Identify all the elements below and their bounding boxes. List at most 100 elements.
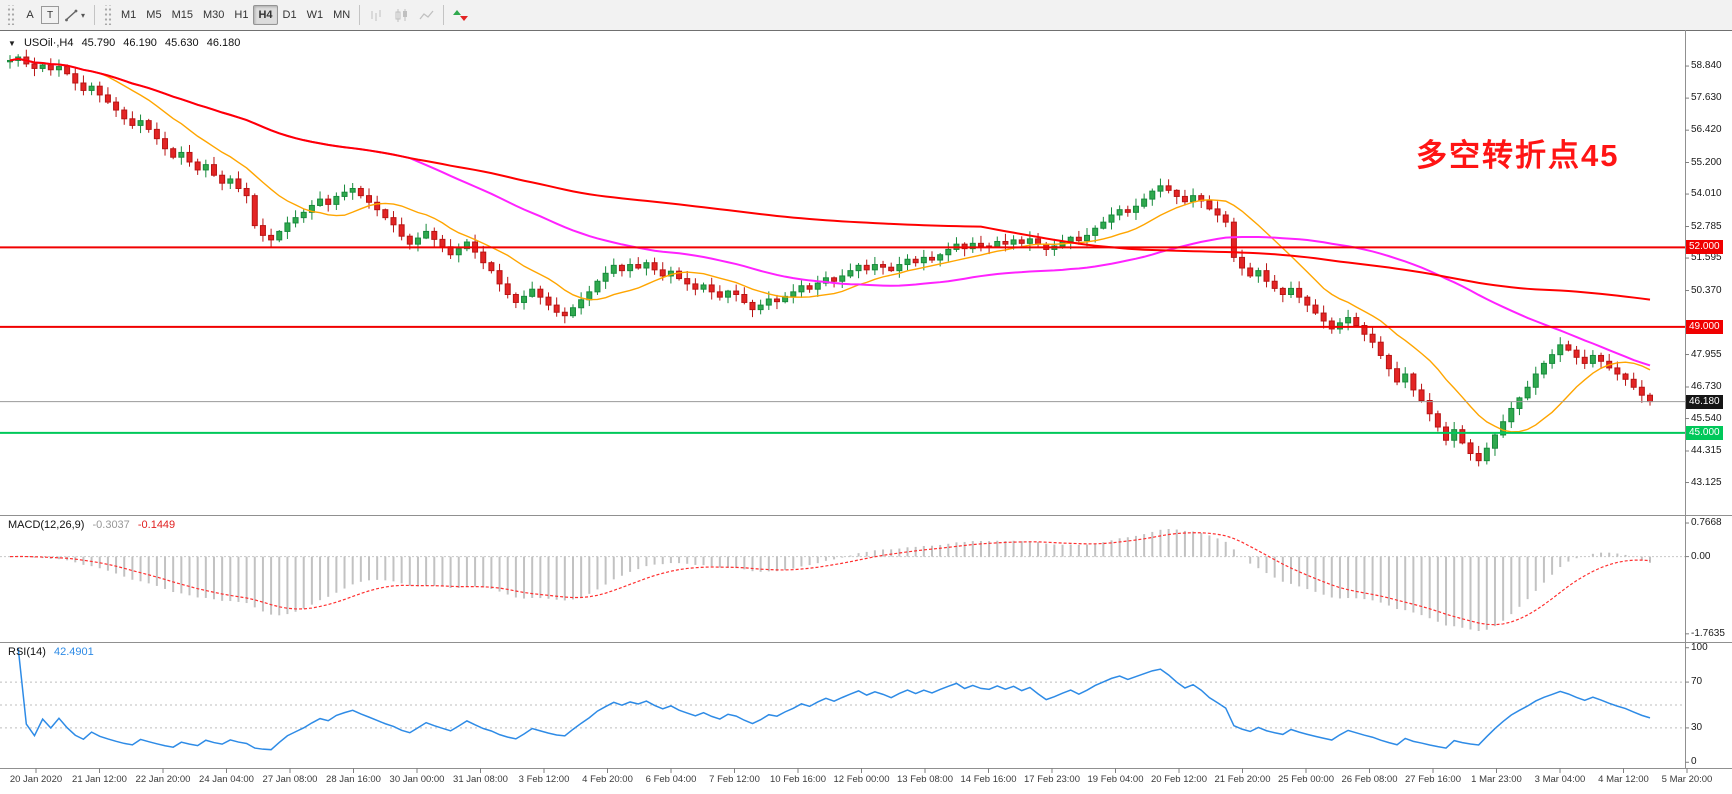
macd-signal-line [9, 532, 1651, 626]
price-scale-label: 45.540 [1691, 412, 1722, 424]
time-axis-label: 31 Jan 08:00 [453, 774, 508, 785]
price-scale-label: 56.420 [1691, 124, 1722, 136]
time-axis-label: 1 Mar 23:00 [1471, 774, 1522, 785]
timeframe-toolbar: M1 M5 M15 M30 H1 H4 D1 W1 MN [116, 5, 355, 25]
macd-scale-label: -1.7635 [1691, 627, 1725, 639]
trendline-icon [65, 9, 78, 21]
toolbar-grip-icon[interactable] [6, 5, 15, 25]
toolbar-separator [94, 5, 96, 25]
ohlc-close: 46.180 [206, 37, 241, 49]
time-axis-label: 14 Feb 16:00 [960, 774, 1017, 785]
time-axis-label: 24 Jan 04:00 [199, 774, 254, 785]
time-axis-label: 19 Feb 04:00 [1087, 774, 1144, 785]
time-axis-label: 20 Feb 12:00 [1151, 774, 1207, 785]
rsi-name: RSI(14) [8, 646, 46, 658]
price-scale-label: 52.785 [1691, 220, 1722, 232]
time-axis-label: 7 Feb 12:00 [709, 774, 760, 785]
price-scale-label: 57.630 [1691, 92, 1722, 104]
price-scale-label: 43.125 [1691, 476, 1722, 488]
price-scale-label: 55.200 [1691, 156, 1722, 168]
candlestick-chart-type-button[interactable] [389, 5, 414, 25]
ohlc-high: 46.190 [123, 37, 157, 49]
ohlc-low: 45.630 [165, 37, 199, 49]
macd-indicator-header: MACD(12,26,9) -0.3037 -0.1449 [8, 519, 180, 531]
price-scale-label: 44.315 [1691, 444, 1722, 456]
timeframe-button-mn[interactable]: MN [333, 9, 351, 21]
toolbar-grip-icon[interactable] [103, 5, 113, 25]
time-axis-label: 21 Feb 20:00 [1214, 774, 1271, 785]
label-tool-button[interactable]: A [26, 9, 34, 21]
line-chart-icon [419, 10, 434, 19]
rsi-scale-label: 30 [1691, 721, 1703, 733]
timeframe-button-m5[interactable]: M5 [146, 9, 162, 21]
price-scale-label: 58.840 [1691, 60, 1722, 72]
symbol-title: USOil·,H4 [23, 37, 74, 49]
price-scale-label: 46.730 [1691, 380, 1722, 392]
line-chart-type-button[interactable] [414, 5, 439, 25]
price-tag: 52.000 [1686, 240, 1723, 255]
time-axis-label: 3 Mar 04:00 [1534, 774, 1586, 785]
time-axis-label: 20 Jan 2020 [9, 774, 63, 785]
price-scale-label: 50.370 [1691, 284, 1722, 296]
time-axis-label: 6 Feb 04:00 [645, 774, 697, 785]
rsi-scale-label: 0 [1691, 756, 1697, 768]
timeframe-button-m1[interactable]: M1 [121, 9, 137, 21]
toolbar-separator [443, 5, 445, 25]
toolbar-separator [359, 5, 361, 25]
timeframe-button-h1[interactable]: H1 [234, 9, 249, 21]
text-tool-button[interactable]: T [41, 6, 59, 24]
ma-120-line [9, 57, 1651, 301]
time-axis-label: 4 Mar 12:00 [1598, 774, 1649, 785]
ohlc-open: 45.790 [81, 37, 116, 49]
rsi-indicator-header: RSI(14) 42.4901 [8, 646, 99, 658]
toolbar: A T ▾ M1 M5 M15 M30 H1 H4 D1 W1 MN [0, 0, 1732, 30]
macd-scale-label: 0.00 [1691, 550, 1711, 562]
timeframe-button-w1[interactable]: W1 [306, 9, 324, 21]
price-scale-label: 51.595 [1691, 252, 1722, 264]
rsi-scale-label: 100 [1691, 641, 1708, 653]
time-axis-label: 22 Jan 20:00 [135, 774, 191, 785]
symbol-dropdown-icon[interactable]: ▼ [8, 39, 16, 48]
time-axis-label: 26 Feb 08:00 [1341, 774, 1398, 785]
candles-layer [7, 49, 1653, 467]
chart-annotation-text[interactable]: 多空转折点45 [1416, 138, 1620, 173]
candlestick-icon [395, 8, 408, 22]
macd-signal-value: -0.1449 [137, 519, 176, 531]
time-axis-label: 17 Feb 23:00 [1024, 774, 1080, 785]
rsi-scale-label: 70 [1691, 676, 1703, 688]
price-tag: 45.000 [1686, 425, 1723, 440]
macd-name: MACD(12,26,9) [8, 519, 85, 531]
time-axis-label: 12 Feb 00:00 [833, 774, 890, 785]
time-axis-label: 3 Feb 12:00 [518, 774, 570, 785]
price-scale-label: 54.010 [1691, 188, 1722, 200]
time-axis-label: 27 Feb 16:00 [1405, 774, 1461, 785]
new-order-button[interactable] [448, 5, 473, 25]
price-tag: 46.180 [1686, 394, 1723, 409]
timeframe-button-d1[interactable]: D1 [282, 9, 297, 21]
time-axis-label: 21 Jan 12:00 [72, 774, 127, 785]
timeframe-button-m15[interactable]: M15 [171, 9, 193, 21]
rsi-value: 42.4901 [53, 646, 94, 658]
macd-scale-label: 0.7668 [1691, 517, 1722, 529]
time-axis-label: 25 Feb 00:00 [1278, 774, 1334, 785]
ma-12-line [9, 58, 1651, 433]
time-axis-label: 5 Mar 20:00 [1661, 774, 1713, 785]
timeframe-button-m30[interactable]: M30 [202, 9, 225, 21]
price-tag: 49.000 [1686, 319, 1723, 334]
timeframe-button-h4[interactable]: H4 [253, 5, 278, 25]
bar-chart-icon [371, 9, 381, 21]
symbol-ohlc-header: ▼ USOil·,H4 45.790 46.190 45.630 46.180 [8, 37, 245, 49]
moving-averages-layer [9, 57, 1651, 433]
time-axis-label: 13 Feb 08:00 [897, 774, 953, 785]
buy-sell-arrows-icon [453, 9, 469, 21]
time-axis-label: 30 Jan 00:00 [389, 774, 445, 785]
macd-main-value: -0.3037 [92, 519, 130, 531]
bar-chart-type-button[interactable] [364, 5, 389, 25]
rsi-line [17, 647, 1651, 751]
time-axis-label: 4 Feb 20:00 [582, 774, 633, 785]
price-scale-label: 47.955 [1691, 348, 1722, 360]
chevron-down-icon: ▾ [81, 10, 86, 20]
trendline-tool-button[interactable]: ▾ [59, 5, 90, 25]
time-axis-label: 28 Jan 16:00 [326, 774, 381, 785]
